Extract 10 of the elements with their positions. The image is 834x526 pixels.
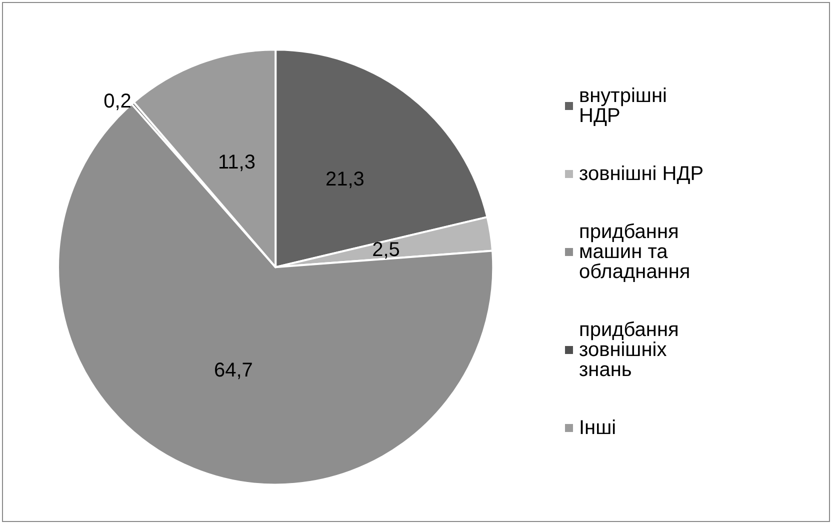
- data-label: 21,3: [325, 168, 364, 191]
- legend-label: придбання машин та обладнання: [579, 221, 690, 283]
- data-label: 2,5: [372, 239, 400, 262]
- legend-label: придбання зовнішніх знань: [579, 319, 684, 381]
- data-label: 64,7: [214, 360, 253, 382]
- data-label: 0,2: [104, 90, 132, 113]
- legend-label: внутрішні НДР: [579, 85, 672, 127]
- data-label: 11,3: [218, 151, 256, 174]
- legend-label: Інші: [579, 417, 616, 439]
- legend-label: зовнішні НДР: [579, 163, 704, 185]
